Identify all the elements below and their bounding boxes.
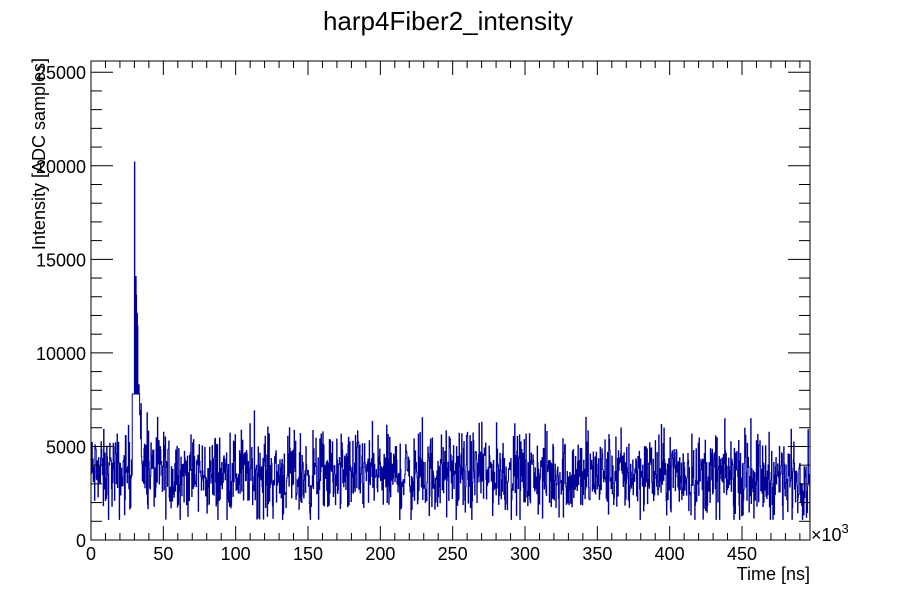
x-axis-ticks: 0 50 100 150 200 250 300 350 400 450 bbox=[86, 61, 801, 564]
x-tick-label: 400 bbox=[655, 544, 685, 564]
x-tick-label: 150 bbox=[293, 544, 323, 564]
x-tick-label: 200 bbox=[365, 544, 395, 564]
x-axis-label: Time [ns] bbox=[737, 564, 810, 584]
series-line bbox=[90, 161, 811, 520]
y-axis-ticks: 0 5000 10000 15000 20000 25000 bbox=[36, 63, 810, 551]
series-layer bbox=[90, 161, 811, 520]
y-tick-label: 25000 bbox=[36, 63, 86, 83]
y-tick-label: 5000 bbox=[46, 437, 86, 457]
y-tick-label: 0 bbox=[76, 531, 86, 551]
x-axis-exponent-base: ×10 bbox=[811, 525, 842, 545]
y-axis-label: Intensity [ADC samples] bbox=[29, 58, 49, 250]
plot-frame bbox=[90, 60, 811, 541]
x-tick-label: 450 bbox=[727, 544, 757, 564]
plot-frame-rect bbox=[90, 60, 811, 541]
x-axis-exponent: ×103 bbox=[811, 521, 849, 545]
chart-title: harp4Fiber2_intensity bbox=[323, 6, 573, 36]
x-tick-label: 50 bbox=[153, 544, 173, 564]
x-tick-label: 300 bbox=[510, 544, 540, 564]
y-tick-label: 15000 bbox=[36, 250, 86, 270]
x-tick-label: 350 bbox=[582, 544, 612, 564]
y-tick-label: 10000 bbox=[36, 344, 86, 364]
x-tick-label: 250 bbox=[438, 544, 468, 564]
y-tick-label: 20000 bbox=[36, 157, 86, 177]
x-tick-label: 100 bbox=[221, 544, 251, 564]
x-tick-label: 0 bbox=[86, 544, 96, 564]
x-axis-exponent-power: 3 bbox=[842, 521, 849, 536]
